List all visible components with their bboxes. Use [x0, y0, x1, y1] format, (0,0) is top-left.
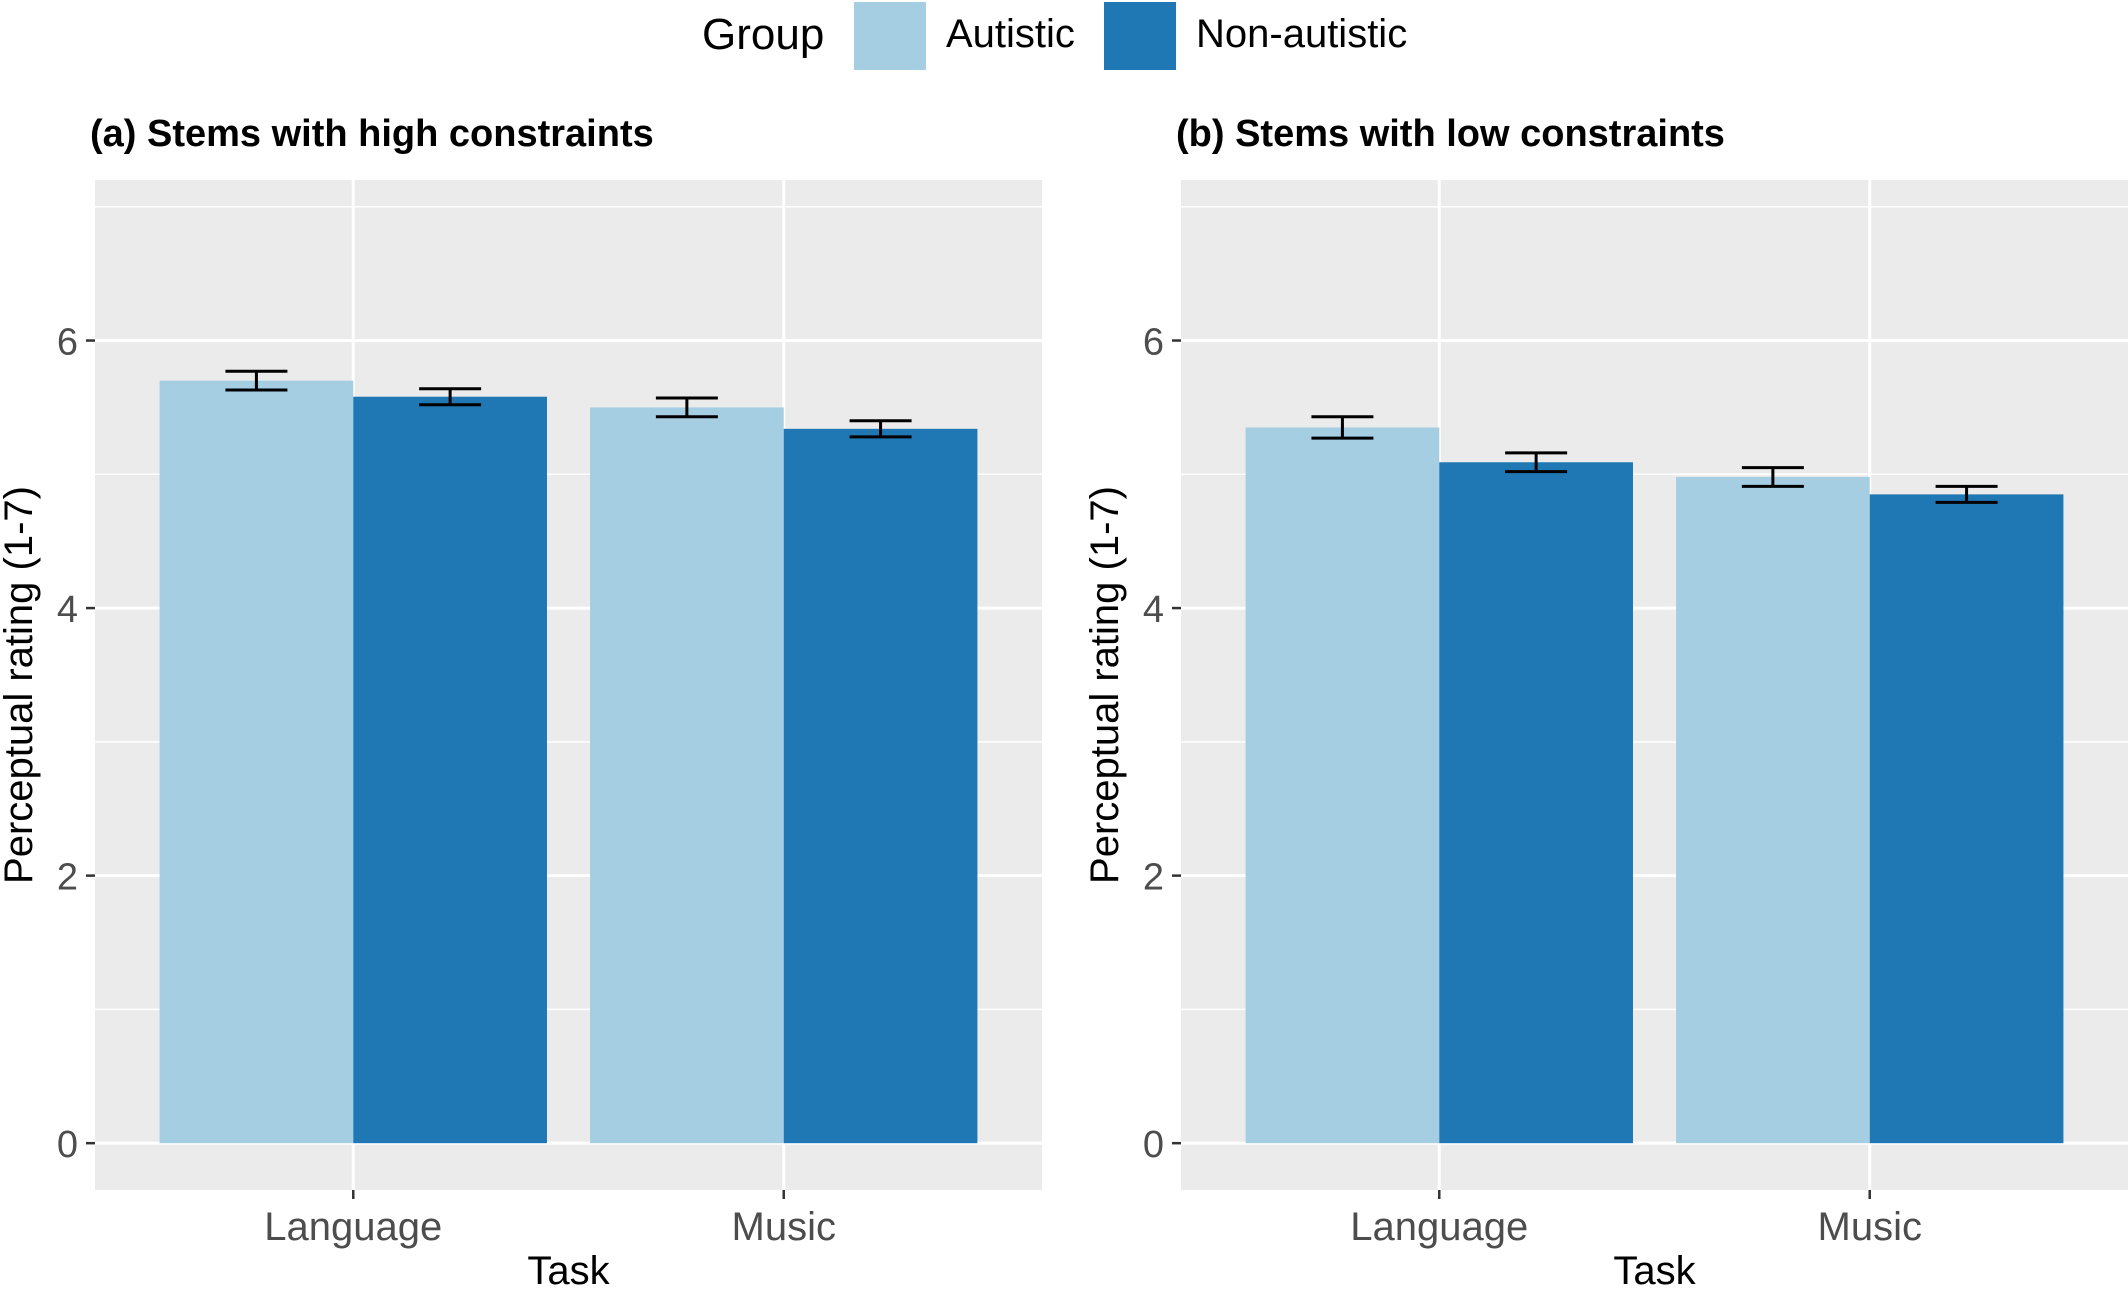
y-axis-title: Perceptual rating (1-7): [1083, 486, 1127, 884]
bar-music-non-autistic: [783, 428, 978, 1144]
legend: Group Autistic Non-autistic: [0, 0, 2128, 80]
bar-music-autistic: [1676, 476, 1870, 1144]
y-tick-label: 4: [57, 589, 78, 631]
panel-a: 0 2 4 6 Language Music Task Perceptual rating (…: [0, 113, 1042, 1289]
y-tick-label: 6: [1143, 322, 1164, 364]
x-axis-title: Task: [1613, 1249, 1696, 1289]
panel-title: (a) Stems with high constraints: [90, 113, 654, 155]
x-tick-label: Language: [1350, 1205, 1528, 1249]
legend-title: Group: [702, 10, 825, 59]
bar-language-non-autistic: [1439, 462, 1633, 1144]
y-tick-label: 0: [1143, 1124, 1164, 1166]
x-tick-label: Music: [732, 1205, 836, 1249]
x-axis-title: Task: [527, 1249, 610, 1289]
y-tick-label: 0: [57, 1124, 78, 1166]
x-tick-label: Language: [264, 1205, 442, 1249]
y-tick-label: 2: [57, 857, 78, 899]
bar-language-non-autistic: [353, 396, 547, 1144]
panel-title: (b) Stems with low constraints: [1176, 113, 1725, 155]
y-tick-label: 4: [1143, 589, 1164, 631]
bar-music-non-autistic: [1869, 494, 2064, 1144]
panel-b: 0 2 4 6 Language Music Task Perceptual rating (…: [1083, 113, 2128, 1289]
bar-music-autistic: [590, 407, 784, 1144]
y-tick-label: 6: [57, 322, 78, 364]
bar-language-autistic: [1245, 427, 1440, 1144]
legend-key-autistic: [854, 2, 926, 70]
legend-label-autistic: Autistic: [946, 12, 1075, 56]
x-tick-label: Music: [1818, 1205, 1922, 1249]
y-axis-title: Perceptual rating (1-7): [0, 486, 41, 884]
legend-key-non-autistic: [1104, 2, 1176, 70]
legend-label-non-autistic: Non-autistic: [1196, 12, 1408, 56]
bar-language-autistic: [159, 380, 354, 1144]
y-tick-label: 2: [1143, 857, 1164, 899]
